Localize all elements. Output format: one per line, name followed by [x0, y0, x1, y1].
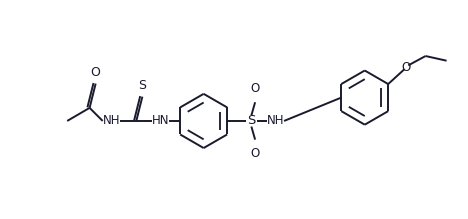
Text: O: O [250, 82, 260, 95]
Text: S: S [139, 79, 146, 92]
Text: NH: NH [103, 113, 121, 127]
Text: O: O [250, 147, 260, 160]
Text: HN: HN [152, 113, 169, 127]
Text: O: O [402, 61, 411, 74]
Text: NH: NH [267, 113, 285, 127]
Text: O: O [91, 66, 101, 79]
Text: S: S [247, 115, 256, 127]
